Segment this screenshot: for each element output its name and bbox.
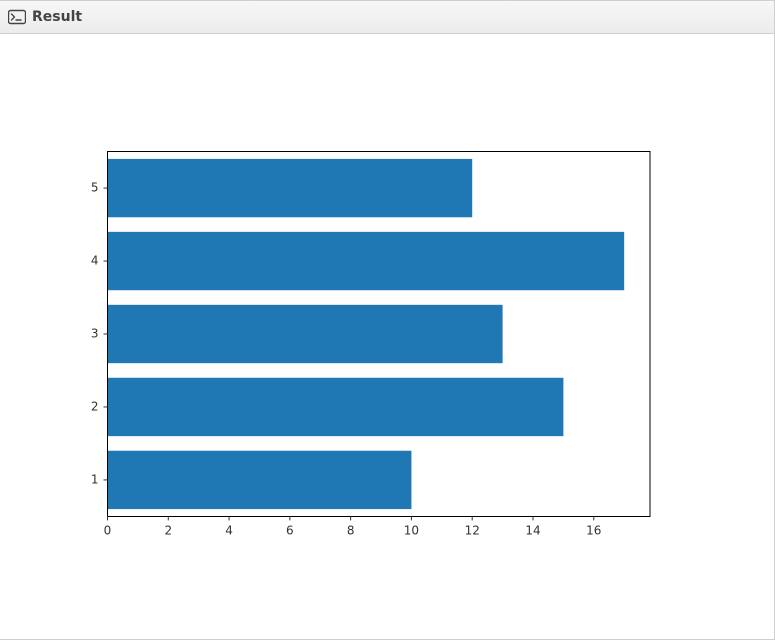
x-tick-label: 4	[225, 523, 233, 537]
bar	[108, 451, 412, 509]
bar	[108, 378, 564, 436]
bar	[108, 305, 503, 363]
panel-header: Result	[0, 1, 774, 34]
x-tick-label: 12	[465, 523, 480, 537]
barh-chart: 024681012141612345	[20, 94, 720, 574]
y-tick-label: 4	[91, 254, 99, 268]
panel-title: Result	[32, 9, 82, 25]
bar	[108, 159, 473, 217]
y-tick-label: 2	[91, 399, 99, 413]
result-panel: Result 024681012141612345	[0, 0, 775, 640]
run-result-icon	[8, 9, 26, 25]
x-tick-label: 6	[286, 523, 294, 537]
y-tick-label: 3	[91, 327, 99, 341]
x-tick-label: 8	[347, 523, 355, 537]
x-tick-label: 14	[525, 523, 540, 537]
panel-body: 024681012141612345	[0, 34, 774, 639]
x-tick-label: 2	[164, 523, 172, 537]
x-tick-label: 0	[104, 523, 112, 537]
bar	[108, 232, 625, 290]
x-tick-label: 10	[404, 523, 419, 537]
y-tick-label: 5	[91, 181, 99, 195]
x-tick-label: 16	[586, 523, 601, 537]
y-tick-label: 1	[91, 472, 99, 486]
chart-figure: 024681012141612345	[20, 94, 720, 574]
